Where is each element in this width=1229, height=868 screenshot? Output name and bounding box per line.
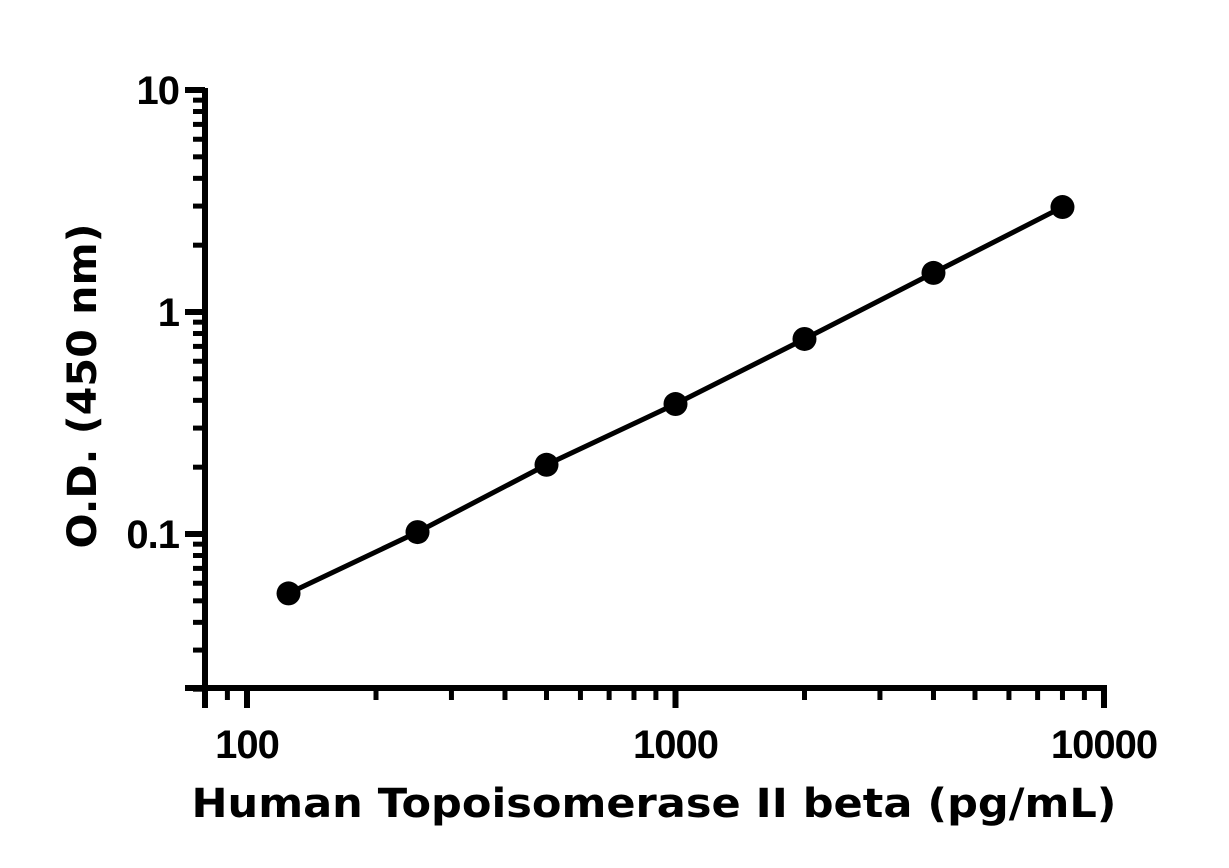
data-point — [405, 520, 430, 545]
y-axis-title: O.D. (450 nm) — [60, 224, 106, 549]
y-axis-major-ticks: 0.1 1 10 — [126, 69, 205, 691]
x-tick-label: 10000 — [1051, 723, 1157, 767]
data-point — [792, 326, 817, 351]
y-tick-label: 10 — [137, 69, 180, 113]
data-point — [1050, 195, 1075, 220]
y-tick-label: 0.1 — [126, 513, 179, 557]
data-point — [921, 260, 946, 285]
x-axis-title: Human Topoisomerase II beta (pg/mL) — [192, 781, 1117, 827]
x-tick-label: 1000 — [633, 723, 718, 767]
x-tick-label: 100 — [215, 723, 279, 767]
x-axis-major-ticks: 100 1000 10000 — [202, 688, 1158, 767]
y-tick-label: 1 — [158, 291, 180, 335]
data-point — [276, 581, 301, 606]
data-point — [534, 452, 559, 477]
data-points — [276, 195, 1075, 606]
data-point — [663, 392, 688, 417]
